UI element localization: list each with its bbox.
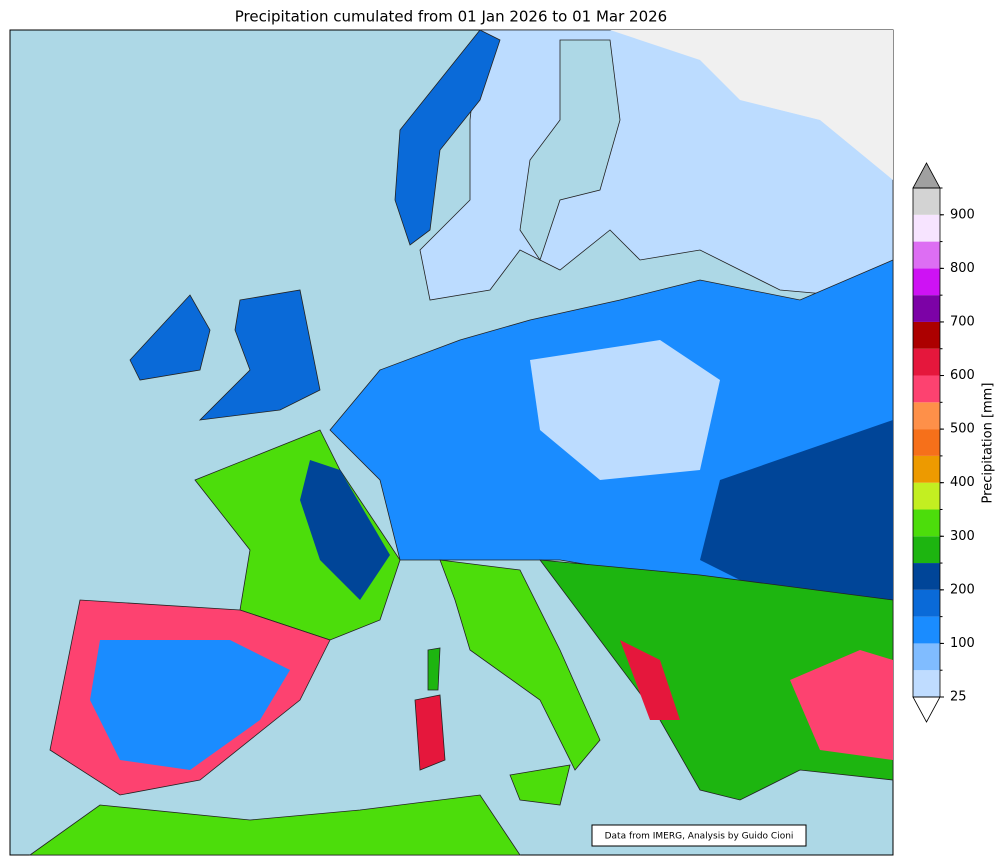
land-iberia-inner	[90, 640, 290, 770]
colorbar-segment	[913, 616, 940, 644]
colorbar-segment	[913, 455, 940, 483]
baltic-sea	[519, 39, 621, 261]
land-africa	[28, 794, 521, 856]
land-east	[700, 420, 893, 600]
colorbar-segment	[913, 536, 940, 564]
land-france-east	[300, 460, 390, 600]
land-norway	[394, 29, 501, 246]
colorbar-segment	[913, 268, 940, 296]
colorbar-tick-label: 800	[950, 261, 975, 276]
colorbar-tick-label: 100	[950, 636, 975, 651]
map	[9, 29, 894, 856]
land-sardinia	[414, 694, 446, 771]
colorbar-tick-label: 700	[950, 314, 975, 329]
colorbar-segment	[913, 670, 940, 697]
credit-box	[591, 824, 807, 847]
land-ireland	[129, 294, 211, 381]
land-balkans	[539, 559, 894, 801]
land-poland	[530, 340, 720, 480]
land-north-dry	[610, 30, 893, 180]
colorbar-segment	[913, 375, 940, 403]
land-britain	[198, 289, 321, 421]
land-corsica	[427, 647, 441, 691]
land-turkey	[790, 650, 893, 760]
colorbar-tick-label: 600	[950, 368, 975, 383]
map-title: Precipitation cumulated from 01 Jan 2026…	[235, 8, 667, 26]
colorbar-segment	[913, 509, 940, 537]
credit: Data from IMERG, Analysis by Guido Cioni	[605, 832, 794, 842]
colorbar-segment	[913, 188, 940, 215]
colorbar-tick-label: 500	[950, 422, 975, 437]
colorbar-over	[912, 162, 941, 189]
colorbar-segment	[913, 643, 940, 671]
colorbar-label: Precipitation [mm]	[981, 383, 996, 504]
colorbar-tick-label: 400	[950, 475, 975, 490]
colorbar-segment	[913, 321, 940, 349]
land-albania	[620, 640, 680, 720]
colorbar-segment	[913, 295, 940, 322]
colorbar-segment	[913, 563, 940, 590]
colorbar-tick-label: 200	[950, 582, 975, 597]
colorbar-segment	[913, 241, 940, 269]
colorbar-tick-label: 300	[950, 529, 975, 544]
colorbar-segment	[913, 429, 940, 456]
colorbar-segment	[913, 214, 940, 242]
land-sicily	[509, 764, 571, 806]
colorbar-segment	[913, 589, 940, 617]
colorbar-tick-label: 25	[950, 690, 967, 705]
colorbar-tick-label: 900	[950, 207, 975, 222]
colorbar: 25 100 200 300 400 500 600 700 800 900	[912, 162, 975, 723]
colorbar-frame	[912, 187, 941, 698]
land-italy	[439, 559, 601, 771]
colorbar-segment	[913, 482, 940, 510]
colorbar-segment	[913, 402, 940, 430]
colorbar-segment	[913, 348, 940, 376]
colorbar-under	[912, 696, 941, 723]
